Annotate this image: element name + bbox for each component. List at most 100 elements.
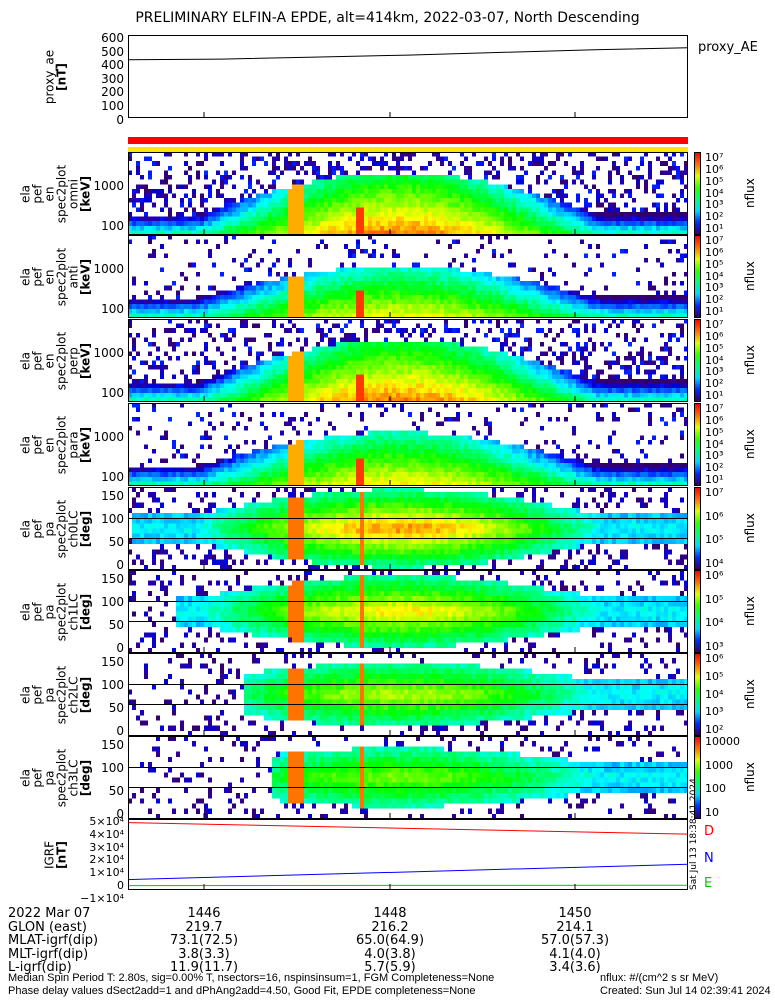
- ylabel-line: spec2plot: [54, 665, 68, 724]
- energy-spectrogram: [128, 403, 688, 486]
- pa-panel-ylabel: ela pef pa spec2plot ch2LC [deg]: [15, 653, 95, 736]
- ylabel-line: pef: [30, 767, 44, 788]
- colorbar-tick-label: 10³: [705, 281, 724, 295]
- colorbar-tick-label: 10³: [705, 198, 724, 212]
- colorbar-tick-label: 10¹: [705, 305, 724, 318]
- colorbar: [694, 653, 701, 736]
- ylabel-line: ela: [18, 685, 32, 704]
- energy-panel-frame: [128, 403, 688, 486]
- colorbar-label: nflux: [743, 260, 757, 291]
- colorbar-tick-label: 10⁵: [705, 341, 724, 355]
- colorbar-tick-label: 10⁶: [705, 509, 724, 523]
- ylabel-line: [nT]: [54, 62, 68, 91]
- colorbar-label: nflux: [743, 177, 757, 208]
- colorbar-label: nflux: [743, 595, 757, 626]
- ylabel-line: anti: [66, 265, 80, 288]
- colorbar-tick-label: 10⁴: [705, 557, 724, 570]
- colorbar-tick-label: 10⁷: [705, 318, 724, 331]
- quality-bar-red: [128, 137, 688, 144]
- colorbar-tick-label: 10²: [705, 461, 724, 475]
- xaxis-row-value: 1446: [187, 906, 221, 921]
- ylabel-line: pef: [30, 266, 44, 287]
- xaxis-row-value: 11.9(11.7): [169, 960, 239, 975]
- pa-panel-ylabel: ela pef pa spec2plot ch0LC [deg]: [15, 487, 95, 570]
- ylabel-line: pa: [42, 770, 56, 785]
- ylabel-line: pef: [30, 518, 44, 539]
- colorbar-tick-label: 10³: [705, 365, 724, 379]
- colorbar-tick-label: 10000: [705, 735, 740, 748]
- ylabel-line: spec2plot: [54, 499, 68, 558]
- xaxis-row-value: 4.0(3.8): [364, 946, 416, 962]
- y-tick-label: 100: [101, 512, 124, 526]
- energy-panel-frame: [128, 235, 688, 318]
- y-tick-label: 50: [108, 784, 124, 798]
- ylabel-line: ela: [18, 351, 32, 370]
- y-tick-label: 150: [101, 489, 124, 503]
- y-tick-label: 1000: [93, 179, 124, 193]
- quality-bar-yellow: [128, 147, 688, 152]
- colorbar: [694, 570, 701, 653]
- colorbar-tick-label: 10¹: [705, 389, 724, 402]
- igrf-D-line: [128, 822, 688, 835]
- ylabel-line: perp: [66, 346, 80, 375]
- y-tick-label: 5×10⁴: [89, 815, 124, 828]
- colorbar-tick-label: 10⁴: [705, 687, 724, 701]
- pa-spectrogram: [128, 653, 688, 736]
- y-tick-label: 100: [101, 595, 124, 609]
- y-tick-label: 0: [116, 112, 124, 127]
- y-tick-label: 100: [101, 302, 124, 316]
- xaxis-row-value: 1450: [558, 906, 592, 921]
- ylabel-line: pa: [42, 521, 56, 536]
- ylabel-line: proxy_ae: [42, 49, 56, 104]
- colorbar-tick-label: 10⁴: [705, 616, 724, 630]
- xaxis-row-label: GLON (east): [8, 919, 87, 935]
- ylabel-line: ela: [18, 184, 32, 203]
- igrf-legend-N: N: [704, 851, 714, 866]
- colorbar-tick-label: 10³: [705, 640, 724, 653]
- colorbar-tick-label: 10³: [705, 705, 724, 719]
- colorbar-label: nflux: [743, 678, 757, 709]
- ylabel-line: spec2plot: [54, 748, 68, 807]
- ylabel-line: ch0LC: [66, 510, 80, 547]
- y-tick-label: 0: [117, 879, 124, 892]
- colorbar: [694, 152, 701, 235]
- y-tick-label: 200: [101, 85, 124, 100]
- colorbar-tick-label: 10¹: [705, 222, 724, 235]
- igrf-legend-E: E: [704, 876, 713, 891]
- y-tick-label: 150: [101, 655, 124, 669]
- igrf-frame: [128, 819, 688, 890]
- xaxis-row-value: 4.1(4.0): [549, 946, 601, 962]
- y-tick-label: 100: [101, 470, 124, 484]
- ylabel-line: spec2plot: [54, 164, 68, 223]
- y-tick-label: 2×10⁴: [89, 853, 124, 867]
- colorbar-label: nflux: [743, 344, 757, 375]
- igrf-plot: [128, 822, 688, 890]
- y-tick-label: 1000: [93, 262, 124, 276]
- colorbar-tick-label: 10⁵: [705, 174, 724, 188]
- y-tick-label: 0: [116, 641, 124, 655]
- ylabel-line: ela: [18, 435, 32, 454]
- colorbar-tick-label: 1000: [705, 758, 733, 772]
- y-tick-label: 0: [116, 724, 124, 738]
- colorbar-tick-label: 10⁶: [705, 413, 724, 427]
- proxy-ae-line: [128, 47, 688, 61]
- colorbar-tick-label: 10²: [705, 377, 724, 391]
- pa-spectrogram: [128, 570, 688, 653]
- ylabel-line: ela: [18, 519, 32, 538]
- xaxis-row-value: 216.2: [371, 919, 409, 935]
- colorbar-tick-label: 10⁷: [705, 151, 724, 164]
- y-tick-label: 50: [108, 618, 124, 632]
- colorbar-tick-label: 10⁶: [705, 329, 724, 343]
- ylabel-line: en: [42, 186, 56, 201]
- colorbar-label: nflux: [743, 428, 757, 459]
- ylabel-line: en: [42, 353, 56, 368]
- proxy-ae-frame: [128, 35, 688, 118]
- ylabel-line: ela: [18, 768, 32, 787]
- y-tick-label: 150: [101, 738, 124, 752]
- colorbar-tick-label: 10²: [705, 293, 724, 307]
- ylabel-line: pef: [30, 601, 44, 622]
- xaxis-row-label: 2022 Mar 07: [8, 906, 91, 921]
- footer-line1: Median Spin Period T: 2.80s, sig=0.00% T…: [8, 972, 495, 984]
- colorbar-tick-label: 10⁴: [705, 186, 724, 200]
- colorbar-tick-label: 10⁴: [705, 269, 724, 283]
